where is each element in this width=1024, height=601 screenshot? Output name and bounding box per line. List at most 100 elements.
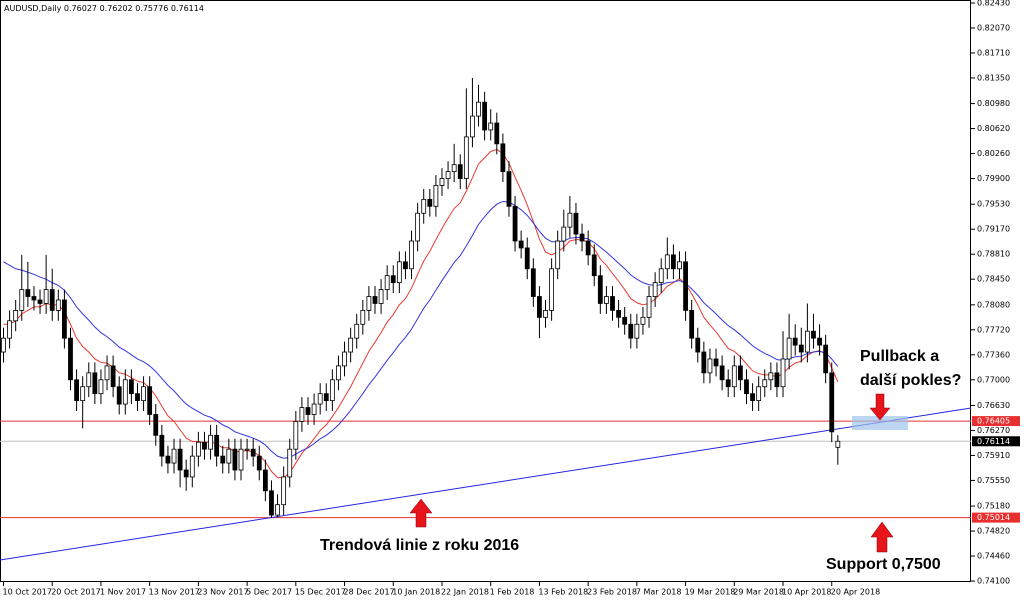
candle-body <box>92 372 98 395</box>
x-tick-label: 20 Oct 2017 <box>51 588 100 597</box>
candle-body <box>524 247 530 270</box>
candle-body <box>445 171 451 179</box>
x-tick-label: 10 Apr 2018 <box>782 588 831 597</box>
moving-average <box>3 148 839 479</box>
candle-body <box>202 441 207 450</box>
candle-body <box>390 275 396 284</box>
x-tick-label: 7 Mar 2018 <box>636 588 682 597</box>
arrow-up <box>409 498 433 528</box>
candle-body <box>62 299 67 339</box>
candle-body <box>439 178 445 186</box>
x-tick-label: 15 Dec 2017 <box>295 588 346 597</box>
candle-body <box>579 233 585 242</box>
candle-body <box>811 330 816 339</box>
y-tick-label: 0.81350 <box>977 73 1010 82</box>
candle-body <box>707 358 713 374</box>
candle-body <box>543 309 548 318</box>
candle-body <box>189 455 195 478</box>
y-tick-label: 0.75180 <box>977 502 1010 511</box>
candle-body <box>488 122 494 131</box>
candle-body <box>7 320 12 339</box>
candle-body <box>208 434 213 450</box>
candle-body <box>360 309 366 325</box>
y-tick-label: 0.77360 <box>977 350 1010 359</box>
candle-body <box>744 379 749 395</box>
candle-body <box>183 469 189 478</box>
candle-body <box>695 337 701 353</box>
y-tick-label: 0.76630 <box>977 401 1010 410</box>
candle-body <box>597 275 603 304</box>
candle-body <box>159 434 165 457</box>
candle-body <box>494 122 500 145</box>
candle-body <box>786 337 792 360</box>
candle-body <box>329 379 335 402</box>
x-tick-label: 19 Mar 2018 <box>685 588 736 597</box>
candle-body <box>348 337 354 353</box>
candle-body <box>482 101 488 131</box>
annotation: další pokles? <box>860 372 961 389</box>
candle-body <box>719 365 725 381</box>
x-tick-label: 10 Oct 2017 <box>3 588 52 597</box>
candle-body <box>677 261 682 270</box>
candle-body <box>530 268 536 297</box>
y-tick-label: 0.80260 <box>977 149 1010 158</box>
candle-body <box>829 372 835 433</box>
candle-body <box>177 448 183 471</box>
candle-body <box>658 268 664 284</box>
candle-body <box>792 337 798 346</box>
x-tick-label: 10 Jan 2018 <box>392 588 440 597</box>
y-tick-label: 0.82430 <box>977 0 1010 7</box>
candle-body <box>31 296 37 301</box>
x-tick-label: 1 Nov 2017 <box>100 588 146 597</box>
candle-body <box>634 323 640 339</box>
candle-body <box>366 296 372 311</box>
candle-body <box>835 440 841 448</box>
pullback-zone <box>852 416 908 430</box>
price-tag-bg <box>972 436 1020 447</box>
x-tick-label: 13 Nov 2017 <box>149 588 200 597</box>
y-tick-label: 0.80620 <box>977 124 1010 133</box>
y-tick-label: 0.78450 <box>977 275 1010 284</box>
chart-title: AUDUSD,Daily 0.76027 0.76202 0.75776 0.7… <box>4 4 204 13</box>
level-tag: 0.75014 <box>977 513 1010 522</box>
candle-body <box>293 421 299 450</box>
candle-body <box>610 296 615 311</box>
ohlc-low: 0.75776 <box>135 4 168 13</box>
candle-body <box>250 448 256 457</box>
candle-body <box>135 393 140 402</box>
candle-body <box>104 365 110 381</box>
candle-body <box>433 185 439 207</box>
candle-body <box>573 212 579 235</box>
candle-body <box>713 358 719 367</box>
candle-body <box>561 226 567 242</box>
y-tick-label: 0.82070 <box>977 23 1010 32</box>
candle-body <box>323 393 329 402</box>
annotation: Pullback a <box>860 348 939 365</box>
candle-body <box>567 212 573 228</box>
level-tag: 0.76405 <box>977 417 1010 426</box>
y-tick-label: 0.74100 <box>977 577 1010 586</box>
candle-body <box>153 414 159 436</box>
y-tick-label: 0.78080 <box>977 300 1010 309</box>
candle-body <box>311 403 317 415</box>
candle-body <box>55 299 61 311</box>
x-tick-label: 5 Dec 2017 <box>246 588 292 597</box>
candle-body <box>171 448 177 464</box>
candle-body <box>49 289 55 311</box>
x-tick-label: 28 Dec 2017 <box>344 588 395 597</box>
y-tick-label: 0.78810 <box>977 250 1010 259</box>
candle-body <box>43 289 49 304</box>
y-tick-label: 0.75910 <box>977 451 1010 460</box>
x-tick-label: 23 Nov 2017 <box>197 588 248 597</box>
x-tick-label: 29 Mar 2018 <box>733 588 784 597</box>
candle-body <box>463 136 469 179</box>
candle-body <box>68 337 73 381</box>
candle-body <box>756 386 762 402</box>
candle-body <box>823 344 829 374</box>
x-tick-label: 22 Jan 2018 <box>441 588 489 597</box>
y-tick-label: 0.77000 <box>977 375 1010 384</box>
candle-body <box>110 365 116 388</box>
